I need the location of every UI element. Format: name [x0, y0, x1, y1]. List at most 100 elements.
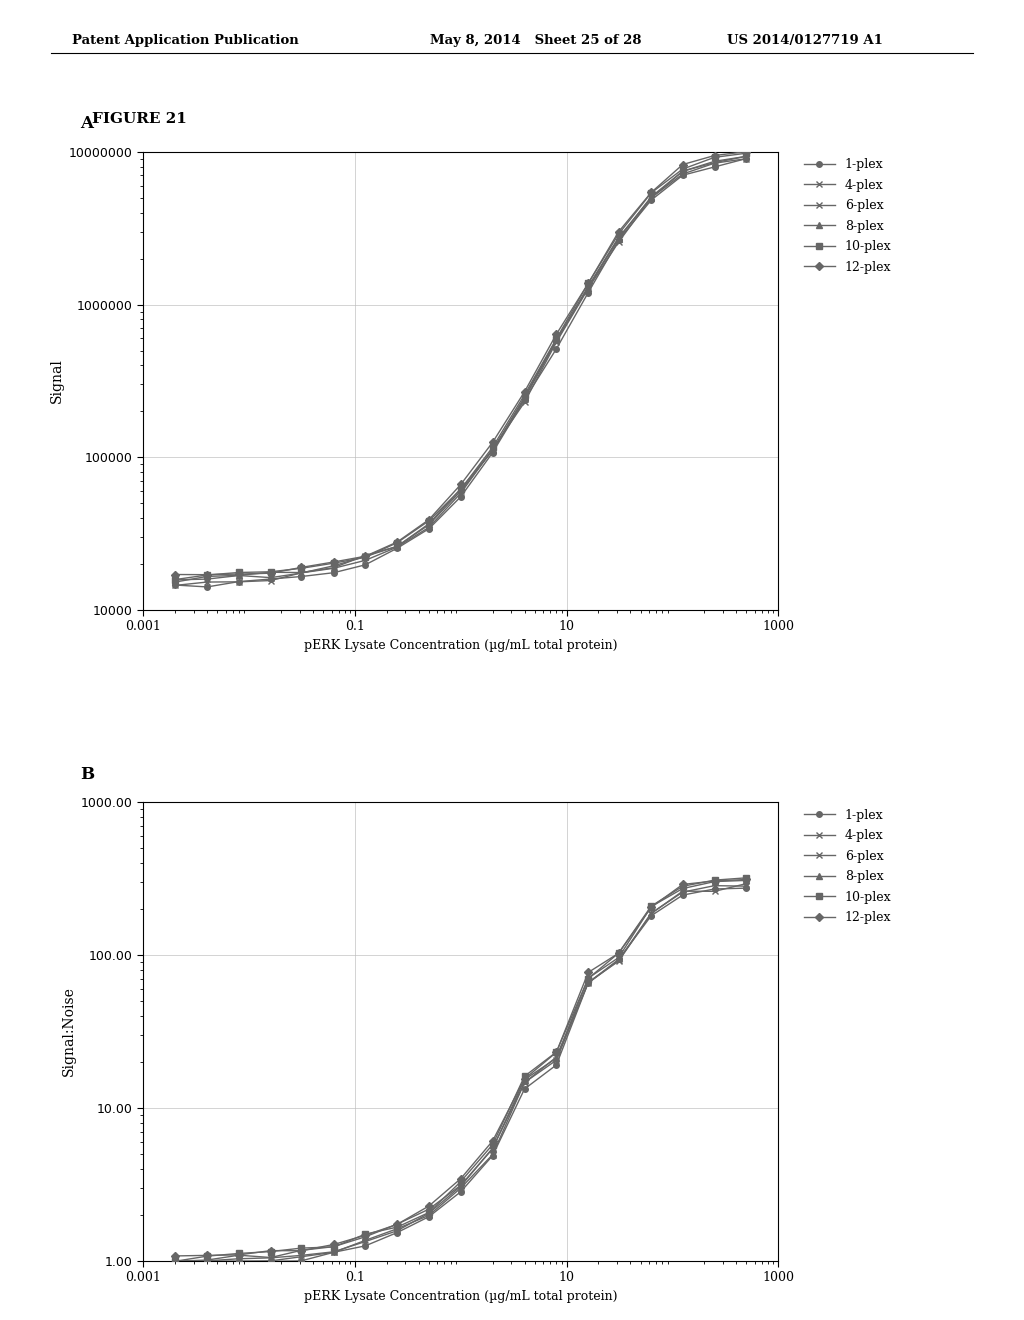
- 8-plex: [486, 442, 499, 458]
- 10-plex: [359, 549, 372, 565]
- 4-plex: [550, 334, 562, 350]
- 6-plex: [518, 391, 530, 407]
- 1-plex: [612, 232, 625, 248]
- 12-plex: [518, 384, 530, 400]
- 10-plex: [295, 1241, 307, 1257]
- 12-plex: [232, 1247, 245, 1263]
- 12-plex: [582, 276, 594, 292]
- 8-plex: [359, 548, 372, 564]
- 6-plex: [612, 230, 625, 246]
- Line: 4-plex: 4-plex: [172, 156, 750, 589]
- 6-plex: [709, 878, 721, 894]
- Line: 6-plex: 6-plex: [172, 882, 750, 1265]
- 6-plex: [328, 558, 340, 574]
- 1-plex: [582, 285, 594, 301]
- 12-plex: [455, 1171, 467, 1187]
- Line: 4-plex: 4-plex: [172, 880, 750, 1265]
- 10-plex: [518, 387, 530, 403]
- 4-plex: [328, 561, 340, 577]
- 12-plex: [486, 434, 499, 450]
- Line: 8-plex: 8-plex: [172, 878, 750, 1265]
- Text: FIGURE 21: FIGURE 21: [92, 112, 187, 127]
- 8-plex: [264, 1250, 276, 1266]
- 10-plex: [582, 276, 594, 292]
- 8-plex: [645, 189, 657, 205]
- 6-plex: [264, 1250, 276, 1266]
- 1-plex: [295, 1253, 307, 1269]
- 6-plex: [582, 975, 594, 991]
- 4-plex: [582, 974, 594, 990]
- 1-plex: [645, 193, 657, 209]
- 8-plex: [295, 565, 307, 581]
- 1-plex: [455, 488, 467, 504]
- 4-plex: [740, 875, 753, 891]
- 12-plex: [550, 326, 562, 342]
- 1-plex: [328, 565, 340, 581]
- 6-plex: [201, 572, 213, 587]
- 6-plex: [612, 953, 625, 969]
- 4-plex: [232, 1254, 245, 1270]
- 10-plex: [550, 331, 562, 347]
- 10-plex: [550, 1044, 562, 1060]
- 4-plex: [391, 1221, 403, 1237]
- 6-plex: [201, 1253, 213, 1269]
- Y-axis label: Signal:Noise: Signal:Noise: [61, 986, 76, 1076]
- 12-plex: [201, 1247, 213, 1263]
- 8-plex: [518, 1072, 530, 1088]
- 6-plex: [677, 164, 689, 180]
- 8-plex: [328, 560, 340, 576]
- 10-plex: [423, 1205, 435, 1221]
- 4-plex: [391, 539, 403, 554]
- 8-plex: [295, 1242, 307, 1258]
- 4-plex: [677, 166, 689, 182]
- Legend: 1-plex, 4-plex, 6-plex, 8-plex, 10-plex, 12-plex: 1-plex, 4-plex, 6-plex, 8-plex, 10-plex,…: [804, 158, 892, 273]
- 10-plex: [677, 878, 689, 894]
- 8-plex: [201, 1253, 213, 1269]
- 10-plex: [612, 945, 625, 961]
- Text: US 2014/0127719 A1: US 2014/0127719 A1: [727, 34, 883, 48]
- 1-plex: [264, 1254, 276, 1270]
- Text: May 8, 2014   Sheet 25 of 28: May 8, 2014 Sheet 25 of 28: [430, 34, 642, 48]
- 12-plex: [612, 945, 625, 961]
- 12-plex: [359, 1228, 372, 1243]
- 8-plex: [391, 539, 403, 554]
- 6-plex: [295, 565, 307, 581]
- 12-plex: [455, 477, 467, 492]
- Line: 10-plex: 10-plex: [172, 150, 750, 582]
- 1-plex: [486, 445, 499, 461]
- 10-plex: [391, 1220, 403, 1236]
- 8-plex: [201, 569, 213, 585]
- 4-plex: [740, 150, 753, 166]
- X-axis label: pERK Lysate Concentration (µg/mL total protein): pERK Lysate Concentration (µg/mL total p…: [304, 1290, 617, 1303]
- 10-plex: [423, 513, 435, 529]
- 8-plex: [423, 1201, 435, 1217]
- 8-plex: [677, 164, 689, 180]
- 1-plex: [423, 1209, 435, 1225]
- 1-plex: [295, 569, 307, 585]
- 8-plex: [709, 874, 721, 890]
- 12-plex: [169, 566, 181, 582]
- 1-plex: [677, 168, 689, 183]
- 6-plex: [423, 1205, 435, 1221]
- 1-plex: [201, 1254, 213, 1270]
- 1-plex: [709, 880, 721, 896]
- 4-plex: [295, 565, 307, 581]
- 4-plex: [328, 1245, 340, 1261]
- 6-plex: [359, 549, 372, 565]
- 6-plex: [232, 1251, 245, 1267]
- 12-plex: [328, 554, 340, 570]
- 6-plex: [582, 279, 594, 294]
- 12-plex: [550, 1044, 562, 1060]
- 8-plex: [518, 389, 530, 405]
- 6-plex: [295, 1247, 307, 1263]
- 12-plex: [486, 1133, 499, 1148]
- 1-plex: [169, 1254, 181, 1270]
- 6-plex: [264, 570, 276, 586]
- 12-plex: [423, 1199, 435, 1214]
- 12-plex: [264, 1242, 276, 1258]
- 1-plex: [423, 521, 435, 537]
- 10-plex: [359, 1226, 372, 1242]
- 10-plex: [169, 572, 181, 587]
- 10-plex: [328, 1239, 340, 1255]
- 8-plex: [582, 970, 594, 986]
